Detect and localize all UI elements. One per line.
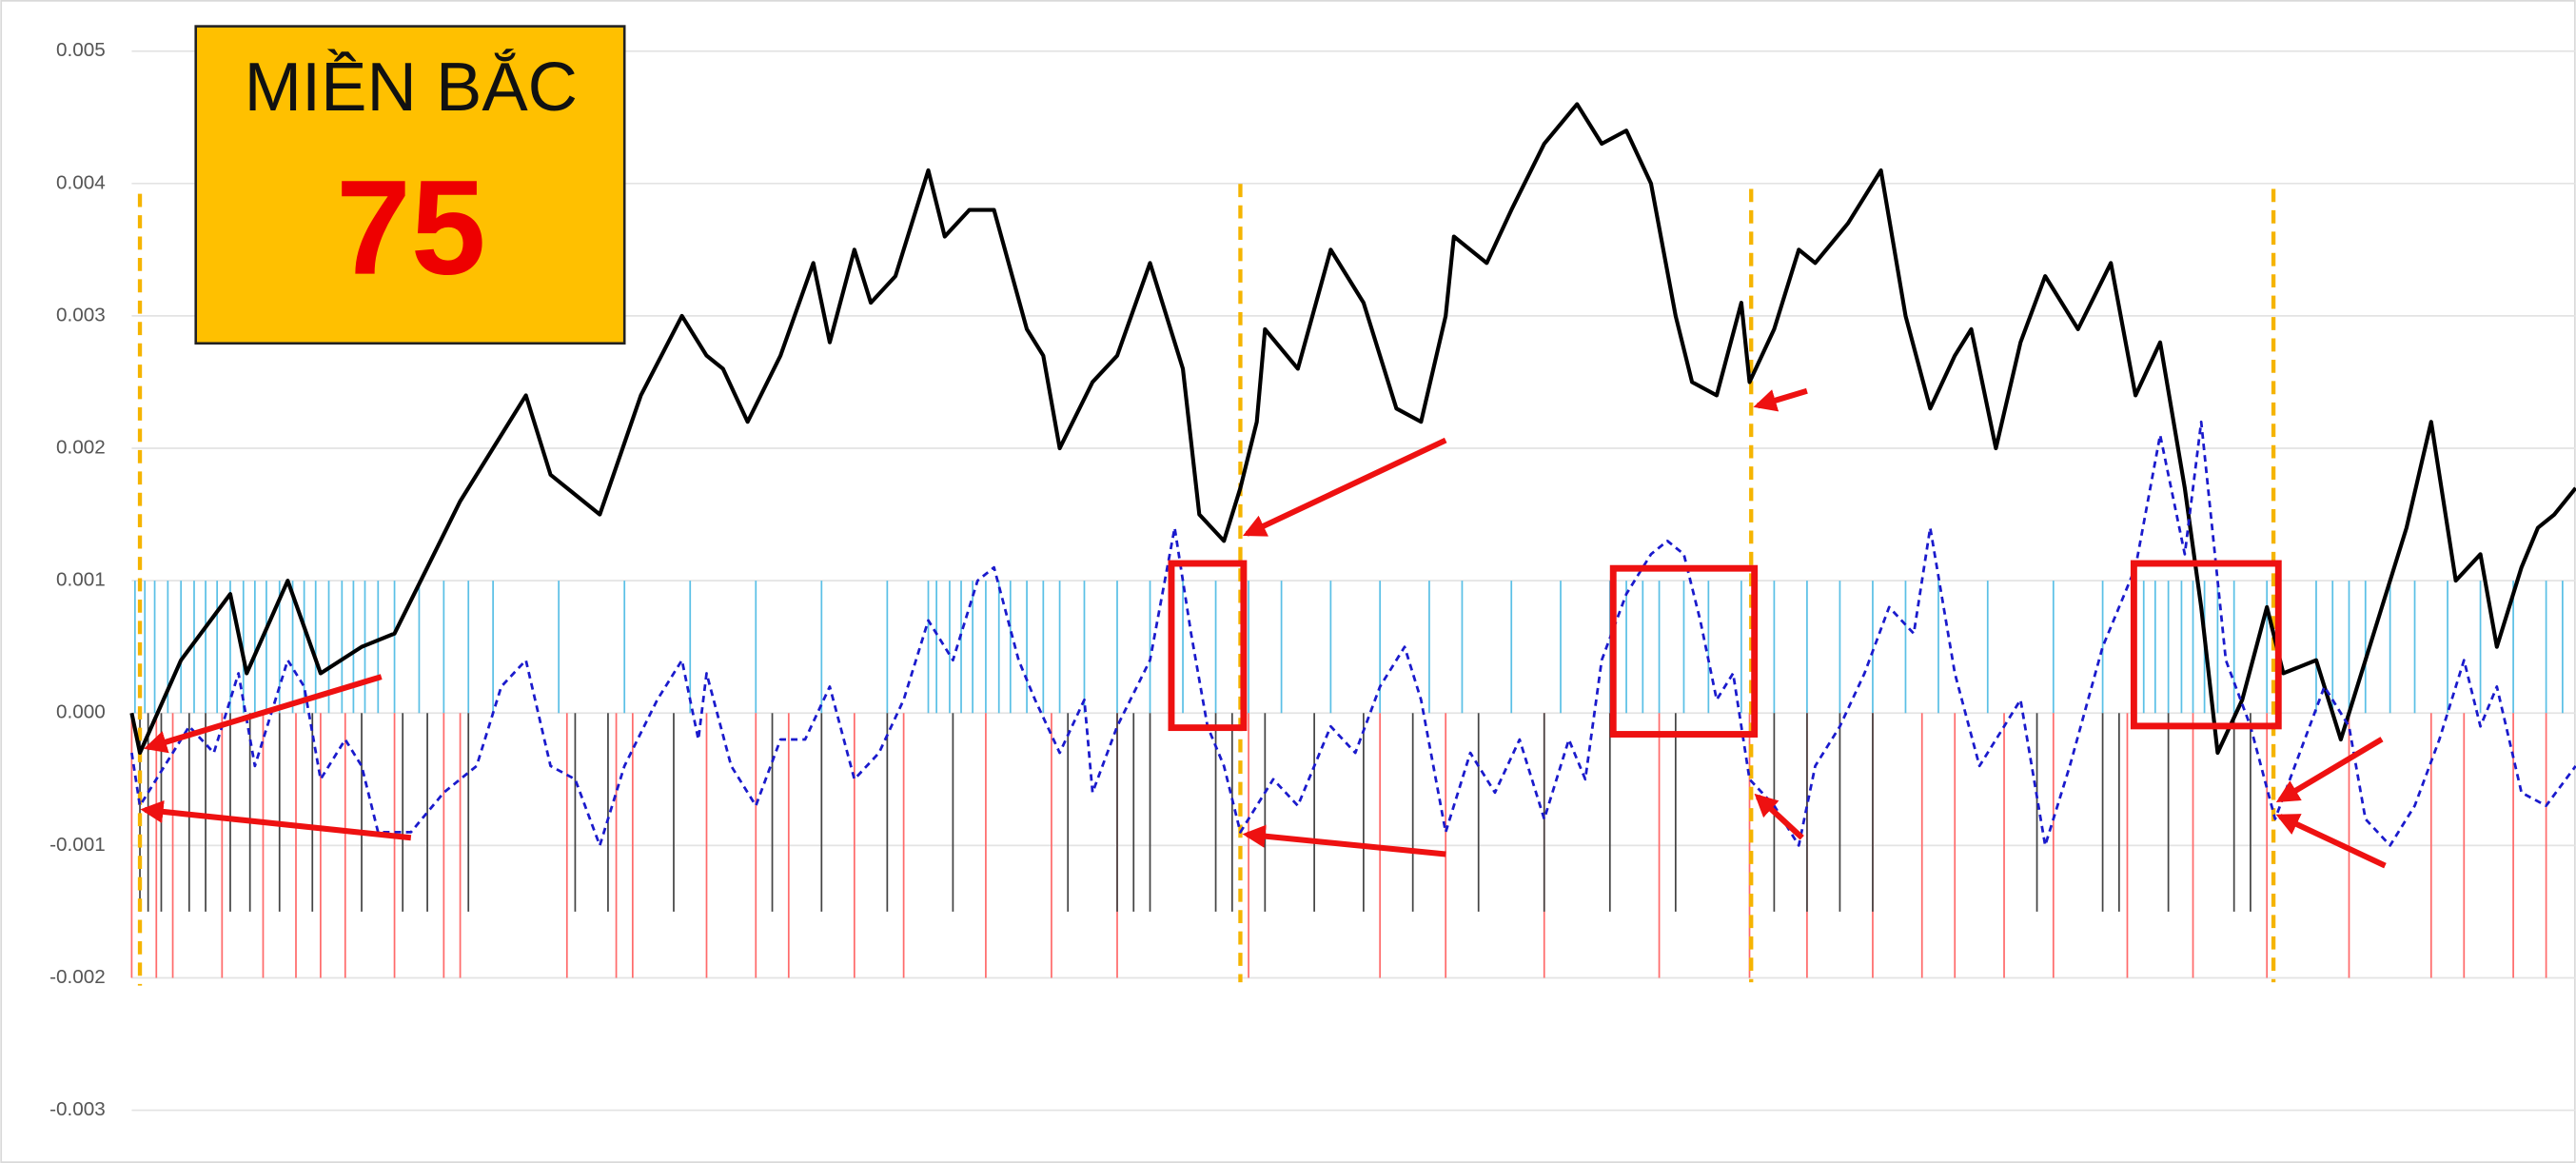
arrow [2275, 737, 2384, 803]
line-series [129, 102, 2576, 756]
y-tick-label: -0.003 [49, 1098, 106, 1120]
y-tick-label: 0.002 [56, 436, 106, 458]
y-tick-label: 0.004 [56, 171, 106, 193]
chart-title: MIỀN BẮC [245, 49, 578, 126]
title-box [194, 25, 626, 345]
y-tick-label: -0.001 [49, 834, 106, 856]
arrow [1754, 793, 1804, 840]
y-tick-label: 0.001 [56, 569, 106, 591]
y-tick-label: 0.005 [56, 39, 106, 61]
badge-number: 75 [336, 152, 485, 303]
line-series [130, 420, 2576, 847]
highlight-box [2130, 560, 2282, 730]
y-tick-label: 0.000 [56, 701, 106, 723]
arrow [1242, 437, 1447, 537]
arrow [2275, 814, 2387, 869]
y-tick-label: -0.002 [49, 966, 106, 988]
y-tick-label: 0.003 [56, 304, 106, 325]
highlight-box [1168, 560, 1248, 732]
arrow [140, 799, 412, 841]
highlight-box [1609, 564, 1759, 738]
arrow [144, 674, 383, 754]
arrow [1242, 824, 1446, 857]
arrow [1753, 387, 1808, 412]
